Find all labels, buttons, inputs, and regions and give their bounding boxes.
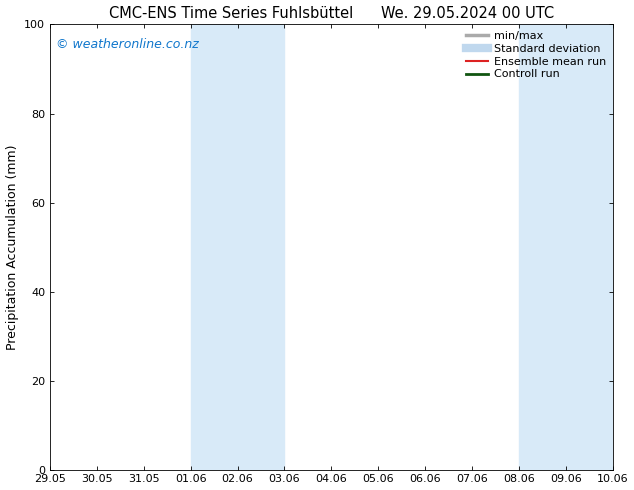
Bar bbox=[519, 24, 634, 469]
Bar bbox=[191, 24, 285, 469]
Y-axis label: Precipitation Accumulation (mm): Precipitation Accumulation (mm) bbox=[6, 144, 18, 350]
Title: CMC-ENS Time Series Fuhlsbüttel      We. 29.05.2024 00 UTC: CMC-ENS Time Series Fuhlsbüttel We. 29.0… bbox=[109, 5, 554, 21]
Legend: min/max, Standard deviation, Ensemble mean run, Controll run: min/max, Standard deviation, Ensemble me… bbox=[463, 28, 609, 83]
Text: © weatheronline.co.nz: © weatheronline.co.nz bbox=[56, 38, 198, 51]
